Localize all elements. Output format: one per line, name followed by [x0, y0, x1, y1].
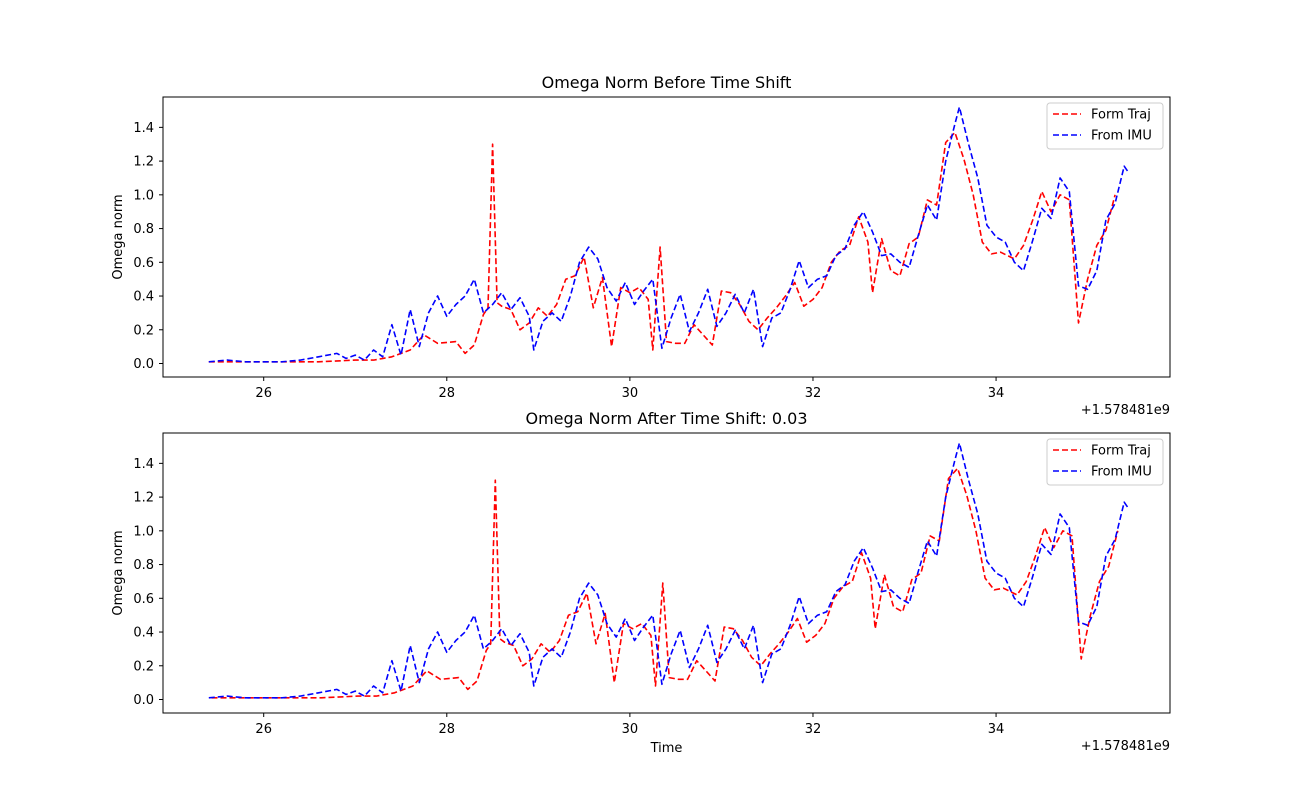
y-tick-label: 1.0: [133, 188, 154, 203]
y-tick-label: 0.6: [133, 256, 154, 271]
y-tick-label: 1.4: [133, 457, 154, 472]
axes-frame: [162, 96, 1171, 378]
chart-title: Omega Norm Before Time Shift: [542, 73, 792, 92]
legend: Form Traj From IMU: [1046, 438, 1164, 486]
legend-label-form-traj: Form Traj: [1091, 108, 1151, 123]
x-tick-label: 28: [439, 386, 456, 401]
axis-ticks: 26 28 30 32 34 0.0 0.2 0.4 0.6 0.8 1.0 1.2 1.4: [133, 457, 1004, 737]
y-tick-label: 0.8: [133, 222, 154, 237]
axis-ticks: 26 28 30 32 34 0.0 0.2 0.4 0.6 0.8 1.0 1.2 1.4: [133, 121, 1004, 401]
x-tick-label: 28: [439, 722, 456, 737]
y-tick-label: 0.0: [133, 357, 154, 372]
y-tick-label: 1.4: [133, 121, 154, 136]
axes-frame: [162, 432, 1171, 714]
x-offset-label: +1.578481e9: [1081, 739, 1170, 754]
legend-label-from-imu: From IMU: [1091, 129, 1152, 144]
x-axis-label: Time: [650, 741, 683, 756]
y-tick-label: 0.6: [133, 592, 154, 607]
chart-title: Omega Norm After Time Shift: 0.03: [525, 409, 807, 428]
legend-label-from-imu: From IMU: [1091, 465, 1152, 480]
x-tick-label: 30: [622, 722, 639, 737]
x-tick-label: 32: [805, 722, 822, 737]
y-tick-label: 1.2: [133, 491, 154, 506]
y-tick-label: 0.8: [133, 558, 154, 573]
subplot-before-shift: Omega Norm Before Time Shift Omega norm …: [111, 73, 1171, 418]
legend-label-form-traj: Form Traj: [1091, 444, 1151, 459]
y-tick-label: 1.2: [133, 155, 154, 170]
x-tick-label: 26: [255, 386, 272, 401]
y-tick-label: 0.2: [133, 323, 154, 338]
series-line-form-traj: [208, 131, 1116, 363]
x-tick-label: 32: [805, 386, 822, 401]
x-offset-label: +1.578481e9: [1081, 403, 1170, 418]
series-line-from-imu: [208, 106, 1130, 363]
y-tick-label: 0.2: [133, 659, 154, 674]
x-tick-label: 34: [988, 722, 1005, 737]
y-tick-label: 0.4: [133, 626, 154, 641]
series-line-from-imu: [208, 442, 1130, 699]
y-axis-label: Omega norm: [111, 194, 126, 279]
x-tick-label: 34: [988, 386, 1005, 401]
series-line-form-traj: [211, 467, 1119, 699]
y-tick-label: 1.0: [133, 524, 154, 539]
y-axis-label: Omega norm: [111, 530, 126, 615]
y-tick-label: 0.0: [133, 693, 154, 708]
plot-lines: [208, 106, 1130, 363]
y-tick-label: 0.4: [133, 290, 154, 305]
x-tick-label: 26: [255, 722, 272, 737]
subplot-after-shift: Omega Norm After Time Shift: 0.03 Omega …: [111, 409, 1171, 756]
legend: Form Traj From IMU: [1046, 102, 1164, 150]
x-tick-label: 30: [622, 386, 639, 401]
plot-lines: [208, 442, 1130, 699]
